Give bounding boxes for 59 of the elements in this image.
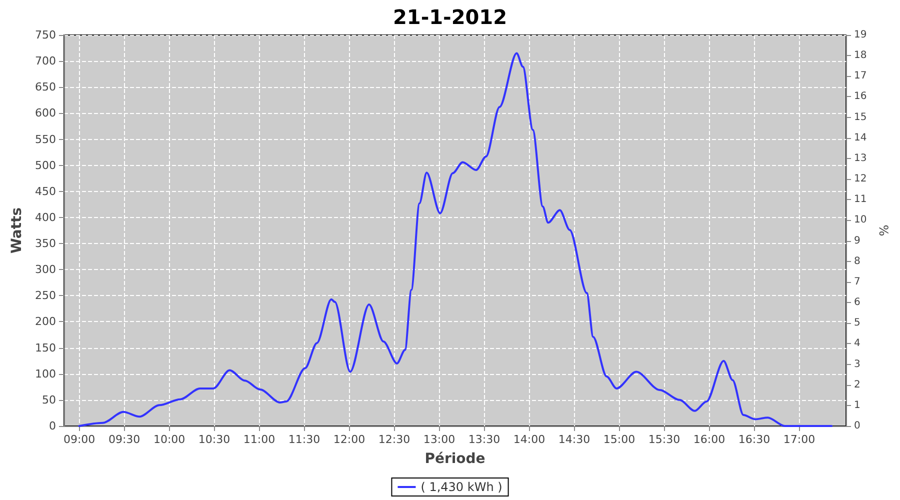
y2-tick-label: 1 [854, 400, 860, 411]
y2-tick-label: 4 [854, 338, 860, 350]
y-tick-label: 150 [35, 341, 56, 354]
y2-tick-label: 8 [854, 256, 860, 267]
x-tick-label: 09:00 [63, 433, 96, 446]
x-tick-label: 14:00 [513, 433, 546, 446]
chart-title: 21-1-2012 [392, 5, 508, 29]
y2-tick-label: 0 [854, 420, 860, 432]
x-tick-label: 11:30 [288, 433, 320, 446]
x-tick-label: 15:00 [603, 433, 636, 446]
y2-tick-label: 11 [854, 194, 867, 206]
y-tick-label: 650 [35, 80, 56, 94]
x-tick-label: 14:30 [558, 433, 590, 446]
x-tick-label: 12:30 [378, 433, 410, 446]
x-tick-label: 10:30 [198, 433, 230, 446]
y-tick-label: 250 [35, 289, 56, 302]
x-tick-label: 13:30 [468, 433, 500, 446]
y-tick-label: 700 [35, 54, 56, 68]
y2-tick-label: 9 [854, 235, 860, 246]
y-tick-label: 400 [35, 210, 56, 224]
y2-tick-label: 6 [854, 297, 860, 308]
y2-tick-label: 10 [854, 214, 867, 226]
y-tick-label: 300 [35, 263, 56, 276]
y-tick-label: 750 [35, 28, 56, 42]
x-tick-label: 10:00 [153, 433, 186, 446]
y2-tick-label: 14 [854, 132, 867, 144]
y2-tick-label: 13 [854, 152, 867, 164]
y2-axis-title: % [876, 224, 891, 236]
y-tick-label: 0 [49, 420, 56, 432]
y-axis-title: Watts [9, 207, 26, 254]
y-tick-label: 100 [35, 367, 56, 380]
x-tick-label: 15:30 [648, 433, 680, 446]
legend-label: ( 1,430 kWh ) [420, 480, 502, 494]
y2-tick-label: 7 [854, 276, 860, 288]
x-tick-label: 12:00 [333, 433, 366, 446]
x-tick-label: 16:00 [693, 433, 726, 446]
y2-tick-label: 2 [854, 379, 860, 390]
x-tick-label: 11:00 [243, 433, 276, 446]
y-tick-label: 450 [35, 184, 56, 198]
y2-tick-label: 12 [854, 174, 867, 185]
y2-tick-label: 15 [854, 112, 867, 123]
y-tick-label: 600 [35, 106, 56, 120]
x-tick-label: 16:30 [738, 433, 770, 446]
y-tick-label: 50 [42, 393, 56, 406]
y2-tick-label: 19 [854, 30, 867, 40]
y2-tick-label: 18 [854, 50, 867, 62]
x-axis-title: Période [424, 451, 486, 467]
x-tick-label: 13:00 [423, 433, 456, 446]
y2-tick-label: 3 [854, 358, 860, 370]
y2-tick-label: 17 [854, 70, 867, 82]
y2-tick-label: 5 [854, 318, 860, 329]
line-series [78, 52, 833, 427]
y-tick-label: 500 [35, 158, 56, 172]
x-tick-label: 09:30 [108, 433, 140, 446]
y-tick-label: 350 [35, 237, 56, 250]
y-tick-label: 200 [35, 315, 56, 328]
y-tick-label: 550 [35, 132, 56, 146]
x-tick-label: 17:00 [783, 433, 816, 446]
y2-tick-label: 16 [854, 91, 867, 102]
